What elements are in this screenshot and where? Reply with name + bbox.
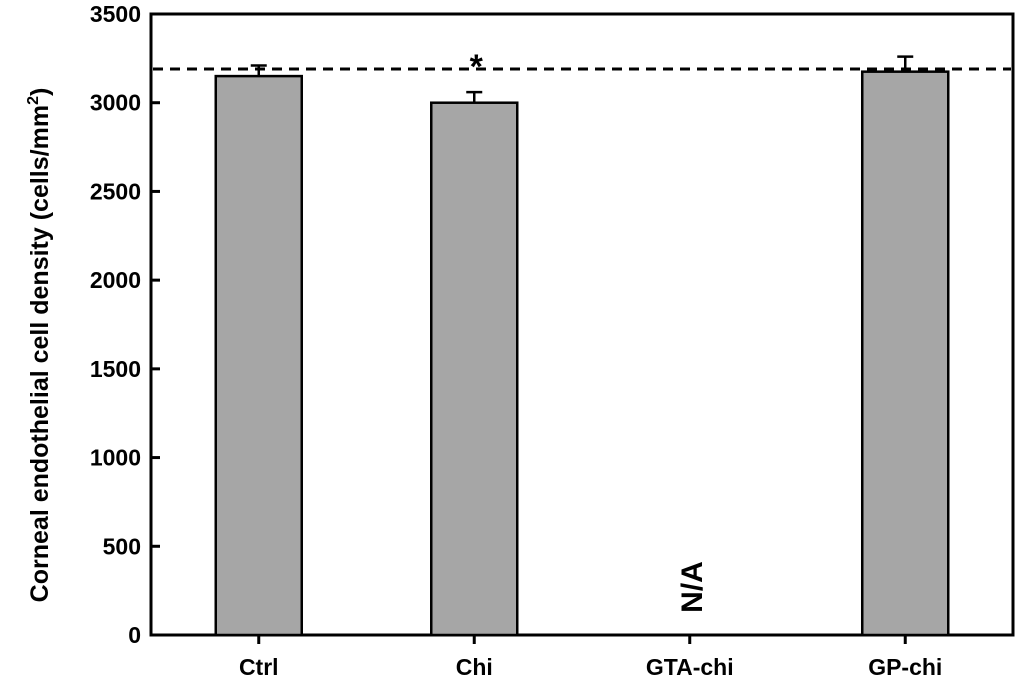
x-tick-label: GTA-chi	[646, 654, 734, 680]
y-tick-label: 500	[103, 533, 141, 559]
bar-chi	[430, 101, 519, 637]
not-available-label: N/A	[676, 561, 709, 613]
y-axis-title-superscript: 2	[25, 96, 42, 105]
y-axis-ticks: 0 500 1000 1500 2000 2500 3000 3500	[90, 1, 160, 648]
y-tick-label: 0	[128, 622, 141, 648]
x-tick-label: Chi	[456, 654, 493, 680]
y-tick-label: 3000	[90, 90, 141, 116]
x-tick-label: GP-chi	[868, 654, 942, 680]
x-tick-label: Ctrl	[239, 654, 279, 680]
x-axis-ticks: Ctrl Chi GTA-chi GP-chi	[239, 635, 942, 680]
plot-frame	[149, 12, 1015, 637]
bars	[214, 55, 950, 637]
y-tick-label: 1000	[90, 445, 141, 471]
y-tick-label: 1500	[90, 356, 141, 382]
bar-ctrl	[214, 74, 303, 637]
y-axis-title: Corneal endothelial cell density (cells/…	[25, 88, 54, 603]
y-axis-title-close: )	[26, 88, 54, 96]
y-tick-label: 3500	[90, 1, 141, 27]
y-tick-label: 2500	[90, 178, 141, 204]
plot-area	[149, 12, 1015, 637]
bar-gp-chi	[861, 70, 950, 637]
y-axis-title-main: Corneal endothelial cell density (cells/…	[26, 105, 54, 602]
y-tick-label: 2000	[90, 267, 141, 293]
annotations: * N/A	[470, 48, 709, 613]
significance-marker: *	[470, 48, 484, 86]
